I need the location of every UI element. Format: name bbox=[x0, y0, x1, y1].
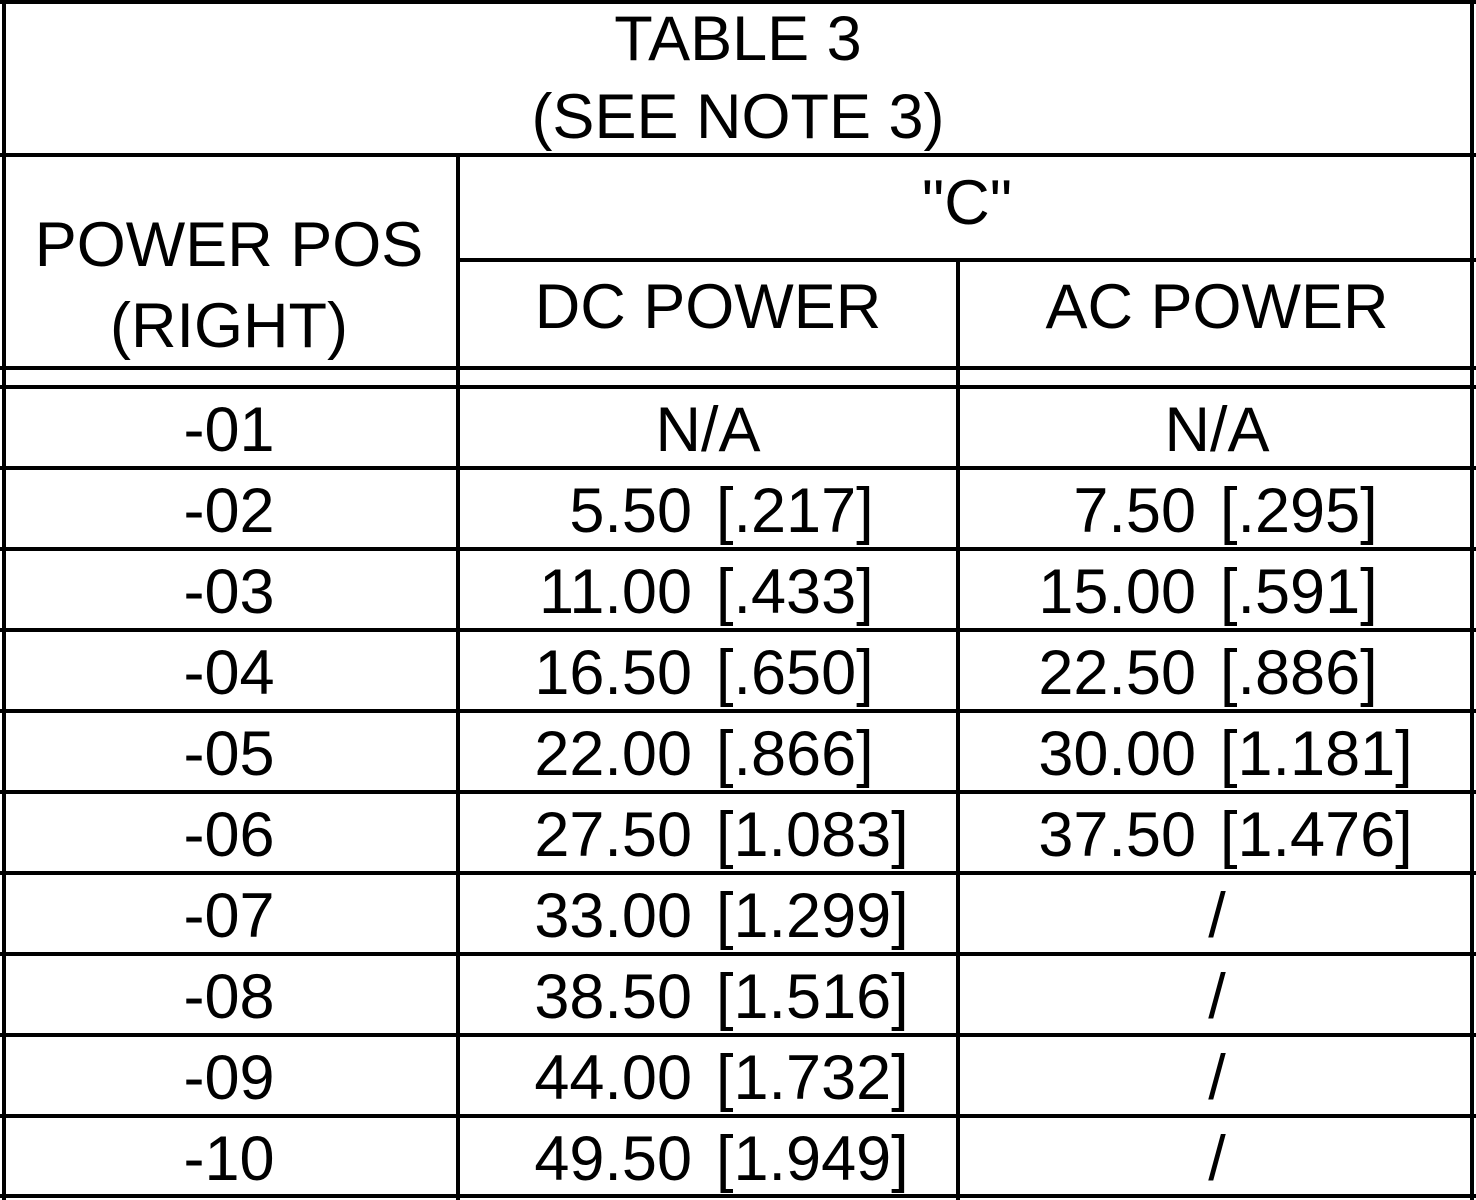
cell-power-pos: -03 bbox=[183, 557, 275, 627]
cell-dc-mm: 33.00 bbox=[534, 881, 692, 951]
cell-power-pos: -01 bbox=[183, 395, 275, 465]
header-ac-power: AC POWER bbox=[1045, 272, 1389, 342]
col-divider-1 bbox=[456, 155, 460, 1200]
cell-dc-in: [1.516] bbox=[716, 962, 909, 1032]
cell-ac: / bbox=[1208, 1124, 1226, 1194]
row-divider bbox=[0, 871, 1476, 875]
cell-ac-in: [.295] bbox=[1220, 476, 1378, 546]
group-divider bbox=[458, 258, 1476, 262]
table-subtitle: (SEE NOTE 3) bbox=[531, 82, 945, 152]
row-divider bbox=[0, 466, 1476, 470]
cell-ac-mm: 30.00 bbox=[1038, 719, 1196, 789]
border-top bbox=[0, 0, 1476, 4]
cell-dc-in: [.866] bbox=[716, 719, 874, 789]
cell-power-pos: -07 bbox=[183, 881, 275, 951]
cell-ac-in: [1.476] bbox=[1220, 800, 1413, 870]
col-divider-2 bbox=[956, 260, 960, 1200]
header-power-pos: POWER POS bbox=[34, 210, 424, 280]
row-divider bbox=[0, 1033, 1476, 1037]
cell-dc-mm: 27.50 bbox=[534, 800, 692, 870]
cell-ac: N/A bbox=[1164, 395, 1270, 465]
header-group-c: "C" bbox=[921, 168, 1013, 238]
cell-power-pos: -06 bbox=[183, 800, 275, 870]
border-bottom bbox=[0, 1194, 1476, 1198]
cell-power-pos: -04 bbox=[183, 638, 275, 708]
cell-dc: N/A bbox=[655, 395, 761, 465]
cell-power-pos: -09 bbox=[183, 1043, 275, 1113]
cell-ac: / bbox=[1208, 1043, 1226, 1113]
cell-power-pos: -08 bbox=[183, 962, 275, 1032]
cell-ac-in: [.886] bbox=[1220, 638, 1378, 708]
cell-dc-in: [1.949] bbox=[716, 1124, 909, 1194]
cell-ac-in: [1.181] bbox=[1220, 719, 1413, 789]
cell-dc-mm: 44.00 bbox=[534, 1043, 692, 1113]
cell-dc-mm: 16.50 bbox=[534, 638, 692, 708]
cell-dc-in: [.433] bbox=[716, 557, 874, 627]
cell-dc-mm: 22.00 bbox=[534, 719, 692, 789]
header-right: (RIGHT) bbox=[110, 291, 348, 361]
cell-ac: / bbox=[1208, 962, 1226, 1032]
cell-dc-in: [1.299] bbox=[716, 881, 909, 951]
header-divider-1 bbox=[0, 366, 1476, 370]
cell-power-pos: -02 bbox=[183, 476, 275, 546]
header-divider-2 bbox=[0, 385, 1476, 389]
cell-dc-mm: 38.50 bbox=[534, 962, 692, 1032]
cell-power-pos: -05 bbox=[183, 719, 275, 789]
cell-ac: / bbox=[1208, 881, 1226, 951]
cell-dc-mm: 11.00 bbox=[539, 557, 692, 627]
row-divider bbox=[0, 952, 1476, 956]
border-left bbox=[2, 0, 6, 1200]
cell-ac-mm: 7.50 bbox=[1073, 476, 1196, 546]
header-dc-power: DC POWER bbox=[534, 272, 882, 342]
row-divider bbox=[0, 709, 1476, 713]
title-divider bbox=[0, 153, 1476, 157]
cell-power-pos: -10 bbox=[183, 1124, 275, 1194]
cell-dc-in: [.217] bbox=[716, 476, 874, 546]
row-divider bbox=[0, 547, 1476, 551]
cell-ac-in: [.591] bbox=[1220, 557, 1378, 627]
cell-ac-mm: 22.50 bbox=[1038, 638, 1196, 708]
table-title: TABLE 3 bbox=[614, 4, 862, 74]
row-divider bbox=[0, 1114, 1476, 1118]
row-divider bbox=[0, 790, 1476, 794]
cell-dc-mm: 5.50 bbox=[569, 476, 692, 546]
cell-ac-mm: 15.00 bbox=[1038, 557, 1196, 627]
cell-dc-in: [1.732] bbox=[716, 1043, 909, 1113]
cell-dc-in: [1.083] bbox=[716, 800, 909, 870]
cell-dc-mm: 49.50 bbox=[534, 1124, 692, 1194]
row-divider bbox=[0, 628, 1476, 632]
border-right bbox=[1470, 0, 1474, 1200]
cell-ac-mm: 37.50 bbox=[1038, 800, 1196, 870]
cell-dc-in: [.650] bbox=[716, 638, 874, 708]
